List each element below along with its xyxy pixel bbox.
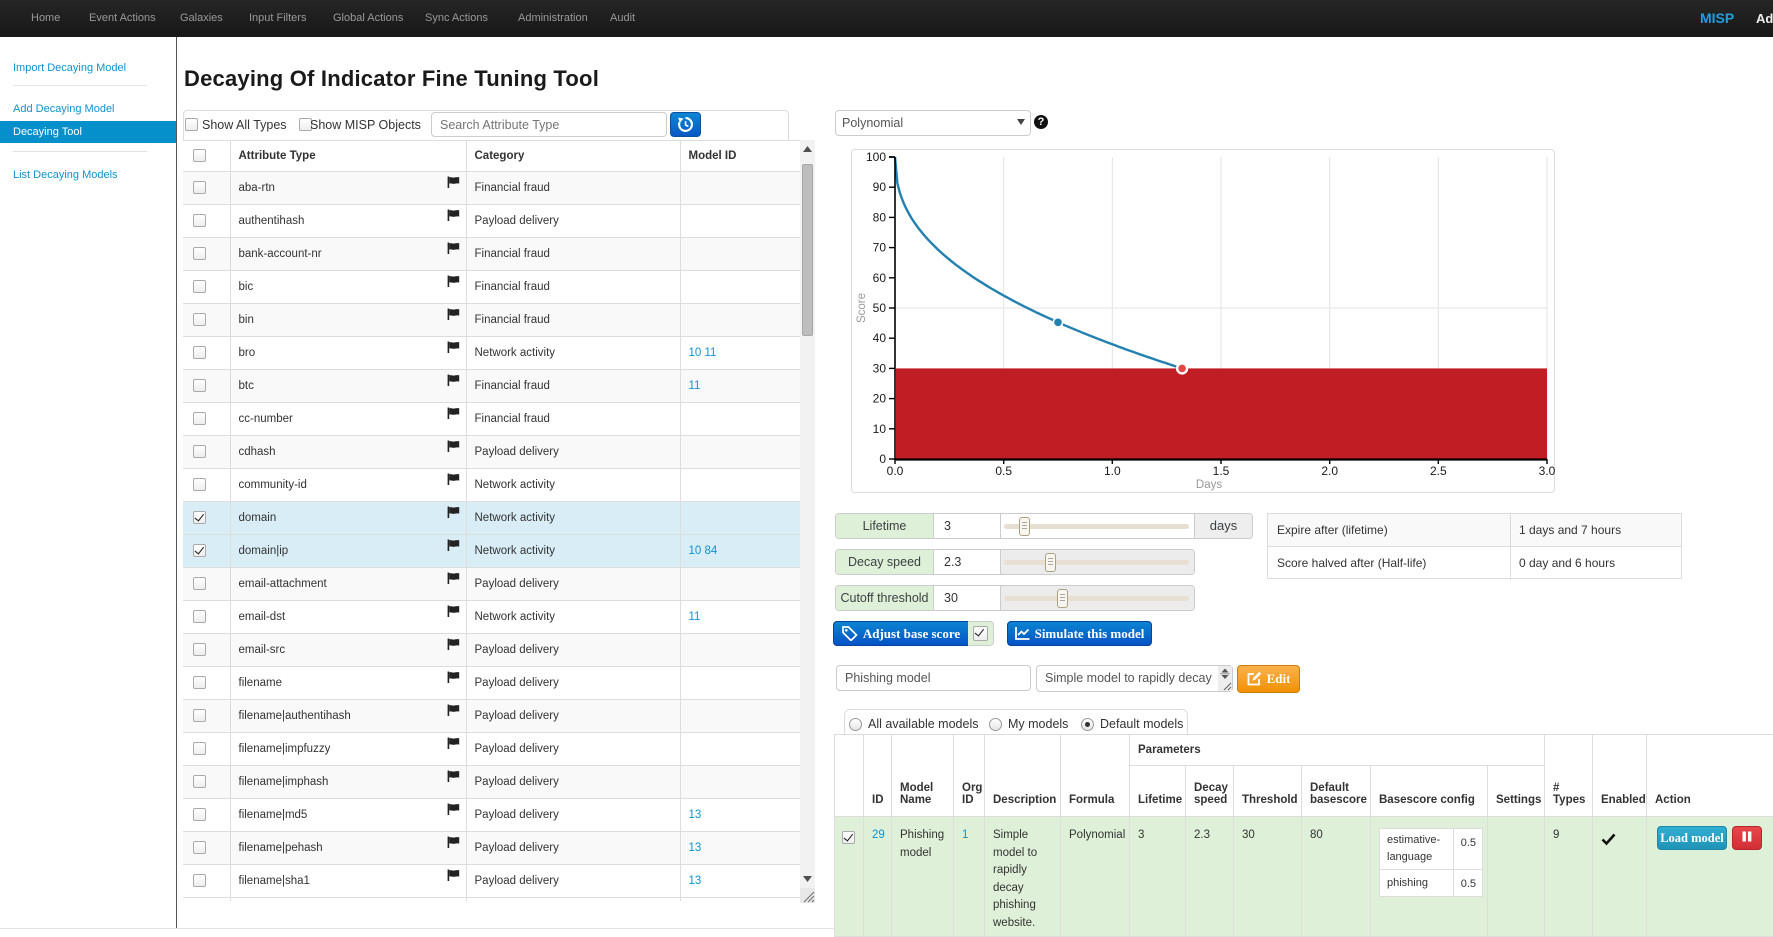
svg-text:60: 60 bbox=[873, 271, 887, 285]
svg-text:50: 50 bbox=[873, 301, 887, 315]
svg-text:0.0: 0.0 bbox=[887, 464, 904, 478]
svg-text:70: 70 bbox=[873, 241, 887, 255]
svg-text:Days: Days bbox=[1196, 479, 1222, 491]
svg-text:1.5: 1.5 bbox=[1213, 464, 1230, 478]
svg-text:1.0: 1.0 bbox=[1104, 464, 1121, 478]
svg-text:Score: Score bbox=[856, 293, 868, 323]
svg-text:90: 90 bbox=[873, 180, 887, 194]
svg-text:0.5: 0.5 bbox=[995, 464, 1012, 478]
svg-text:80: 80 bbox=[873, 210, 887, 224]
svg-text:0: 0 bbox=[879, 452, 886, 466]
svg-text:3.0: 3.0 bbox=[1539, 464, 1556, 478]
svg-text:30: 30 bbox=[873, 361, 887, 375]
svg-text:2.5: 2.5 bbox=[1430, 464, 1447, 478]
svg-text:10: 10 bbox=[873, 422, 887, 436]
svg-text:20: 20 bbox=[873, 392, 887, 406]
svg-text:40: 40 bbox=[873, 331, 887, 345]
svg-text:2.0: 2.0 bbox=[1321, 464, 1338, 478]
svg-text:100: 100 bbox=[866, 150, 886, 164]
